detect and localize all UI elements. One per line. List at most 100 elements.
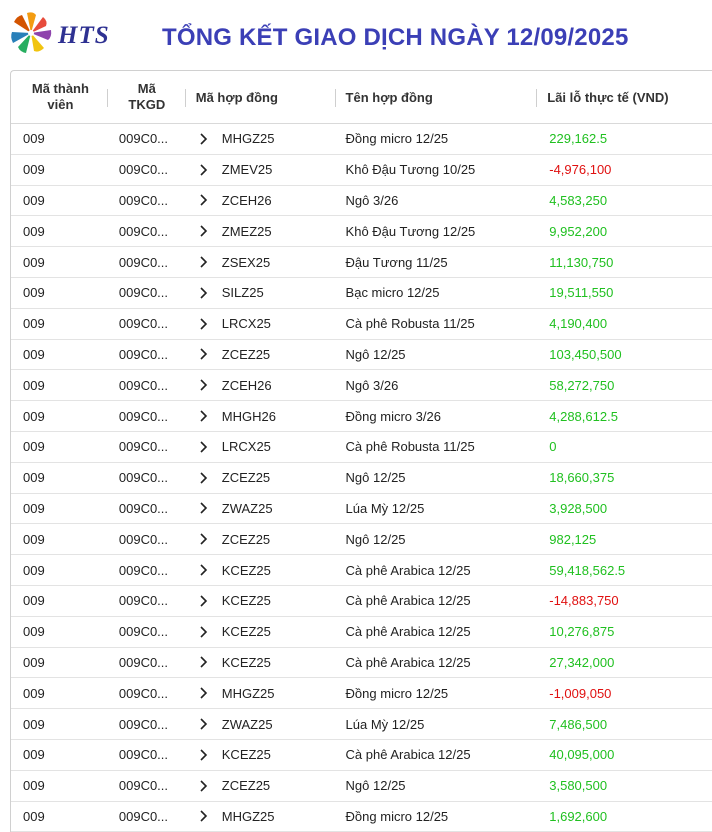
pnl-value: 58,272,750 (549, 377, 615, 393)
column-header-member[interactable]: Mã thành viên (11, 71, 108, 123)
member-code: 009 (23, 192, 45, 208)
account-code: 009C0... (118, 593, 169, 609)
member-code: 009 (23, 377, 45, 393)
chevron-right-icon[interactable] (198, 133, 208, 145)
chevron-right-icon[interactable] (198, 656, 208, 669)
table-row[interactable]: 009 009C0... LRCX25 Cà phê Robusta 11/25 0 (11, 432, 712, 463)
member-code: 009 (23, 562, 45, 578)
contract-code: LRCX25 (221, 439, 271, 455)
pnl-value: 229,162.5 (549, 131, 608, 147)
chevron-right-icon[interactable] (198, 687, 208, 699)
table-row[interactable]: 009 009C0... ZWAZ25 Lúa Mỳ 12/25 7,486,500 (11, 709, 712, 740)
chevron-right-icon[interactable] (198, 194, 208, 207)
pnl-value: 3,580,500 (549, 778, 608, 794)
table-row[interactable]: 009 009C0... LRCX25 Cà phê Robusta 11/25 4,1… (11, 309, 712, 340)
account-code: 009C0... (118, 500, 169, 516)
member-code: 009 (23, 747, 45, 763)
contract-code-cell: MHGZ25 (186, 131, 336, 146)
chevron-right-icon[interactable] (198, 225, 208, 237)
chevron-right-icon[interactable] (198, 441, 208, 453)
chevron-right-icon[interactable] (198, 810, 208, 822)
column-header-contract-code[interactable]: Mã hợp đồng (186, 71, 336, 123)
table-row[interactable]: 009 009C0... ZMEV25 Khô Đậu Tương 10/25 -4,9… (11, 155, 712, 186)
account-code: 009C0... (118, 131, 169, 147)
contract-code: ZCEH26 (221, 377, 272, 393)
contract-code: LRCX25 (221, 316, 271, 332)
contract-code: ZCEZ25 (221, 346, 271, 362)
chevron-right-icon[interactable] (198, 472, 208, 484)
table-row[interactable]: 009 009C0... ZCEH26 Ngô 3/26 58,272,750 (11, 370, 712, 402)
contract-code-cell: KCEZ25 (186, 563, 336, 578)
table-row[interactable]: 009 009C0... ZWAZ25 Lúa Mỳ 12/25 3,928,500 (11, 494, 712, 525)
table-row[interactable]: 009 009C0... ZCEZ25 Ngô 12/25 103,450,500 (11, 340, 712, 371)
account-code: 009C0... (118, 562, 169, 578)
chevron-right-icon[interactable] (198, 318, 208, 330)
contract-code-cell: ZCEH26 (186, 378, 336, 393)
chevron-right-icon[interactable] (198, 410, 208, 422)
pnl-value: 0 (549, 439, 557, 455)
chevron-right-icon[interactable] (198, 502, 208, 515)
table-row[interactable]: 009 009C0... KCEZ25 Cà phê Arabica 12/25 59,… (11, 555, 712, 586)
column-header-contract-name[interactable]: Tên hợp đồng (336, 71, 538, 123)
chevron-right-icon[interactable] (198, 780, 208, 792)
contract-code-cell: ZCEH26 (186, 193, 336, 208)
account-code: 009C0... (118, 716, 169, 732)
table-row[interactable]: 009 009C0... MHGH26 Đồng micro 3/26 4,288,61… (11, 401, 712, 432)
table-row[interactable]: 009 009C0... ZSEX25 Đậu Tương 11/25 11,130,7… (11, 247, 712, 278)
contract-code: KCEZ25 (221, 654, 271, 670)
chevron-right-icon[interactable] (198, 595, 208, 607)
table-header: Mã thành viên Mã TKGD Mã hợp đồng Tên hợ… (11, 71, 712, 124)
account-code: 009C0... (118, 316, 169, 332)
contract-name: Cà phê Robusta 11/25 (345, 316, 475, 332)
contract-name: Cà phê Robusta 11/25 (345, 439, 475, 455)
contract-code: ZCEZ25 (221, 531, 271, 547)
chevron-right-icon[interactable] (198, 564, 208, 576)
table-row[interactable]: 009 009C0... ZCEZ25 Ngô 12/25 3,580,500 (11, 771, 712, 802)
table-row[interactable]: 009 009C0... MHGZ25 Đồng micro 12/25 -1,009,… (11, 678, 712, 710)
contract-code: MHGZ25 (221, 685, 275, 701)
brand-name: HTS (58, 22, 110, 49)
chevron-right-icon[interactable] (198, 749, 208, 761)
table-row[interactable]: 009 009C0... MHGZ25 Đồng micro 12/25 1,692,6… (11, 802, 712, 832)
chevron-right-icon[interactable] (198, 718, 208, 730)
table-row[interactable]: 009 009C0... MHGZ25 Đồng micro 12/25 229,162… (11, 124, 712, 155)
contract-name: Cà phê Arabica 12/25 (345, 562, 471, 578)
contract-name: Khô Đậu Tương 10/25 (345, 162, 476, 178)
chevron-right-icon[interactable] (198, 256, 208, 268)
member-code: 009 (23, 531, 45, 547)
hts-logo-icon (11, 12, 52, 53)
member-code: 009 (23, 254, 45, 270)
table-row[interactable]: 009 009C0... SILZ25 Bạc micro 12/25 19,511,5… (11, 278, 712, 309)
account-code: 009C0... (118, 346, 169, 362)
column-header-pnl[interactable]: Lãi lỗ thực tế (VND) (547, 89, 669, 105)
table-row[interactable]: 009 009C0... ZMEZ25 Khô Đậu Tương 12/25 9,95… (11, 216, 712, 248)
table-row[interactable]: 009 009C0... ZCEH26 Ngô 3/26 4,583,250 (11, 186, 712, 217)
page-header: HTS TỔNG KẾT GIAO DỊCH NGÀY 12/09/2025 (0, 0, 712, 70)
pnl-value: -1,009,050 (549, 685, 612, 701)
contract-code: KCEZ25 (221, 593, 271, 609)
chevron-right-icon[interactable] (198, 164, 208, 176)
account-code: 009C0... (118, 531, 169, 547)
contract-name: Ngô 3/26 (345, 377, 399, 393)
contract-code-cell: MHGZ25 (186, 686, 336, 701)
table-row[interactable]: 009 009C0... ZCEZ25 Ngô 12/25 18,660,375 (11, 463, 712, 494)
chevron-right-icon[interactable] (198, 348, 208, 361)
chevron-right-icon[interactable] (198, 626, 208, 638)
table-row[interactable]: 009 009C0... KCEZ25 Cà phê Arabica 12/25 -14… (11, 586, 712, 617)
contract-code-cell: KCEZ25 (186, 624, 336, 639)
column-header-account[interactable]: Mã TKGD (108, 71, 186, 123)
page-title: TỔNG KẾT GIAO DỊCH NGÀY 12/09/2025 (162, 24, 629, 51)
pnl-value: 40,095,000 (549, 747, 615, 763)
contract-code-cell: ZCEZ25 (186, 778, 336, 793)
table-row[interactable]: 009 009C0... KCEZ25 Cà phê Arabica 12/25 27,… (11, 648, 712, 679)
table-row[interactable]: 009 009C0... KCEZ25 Cà phê Arabica 12/25 40,… (11, 740, 712, 771)
contract-code: MHGZ25 (221, 808, 275, 824)
chevron-right-icon[interactable] (198, 379, 208, 391)
chevron-right-icon[interactable] (198, 533, 208, 545)
member-code: 009 (23, 470, 45, 486)
pnl-value: 10,276,875 (549, 624, 615, 640)
table-row[interactable]: 009 009C0... KCEZ25 Cà phê Arabica 12/25 10,… (11, 617, 712, 648)
table-row[interactable]: 009 009C0... ZCEZ25 Ngô 12/25 982,125 (11, 524, 712, 556)
chevron-right-icon[interactable] (198, 287, 208, 299)
contract-name: Ngô 12/25 (345, 778, 406, 794)
